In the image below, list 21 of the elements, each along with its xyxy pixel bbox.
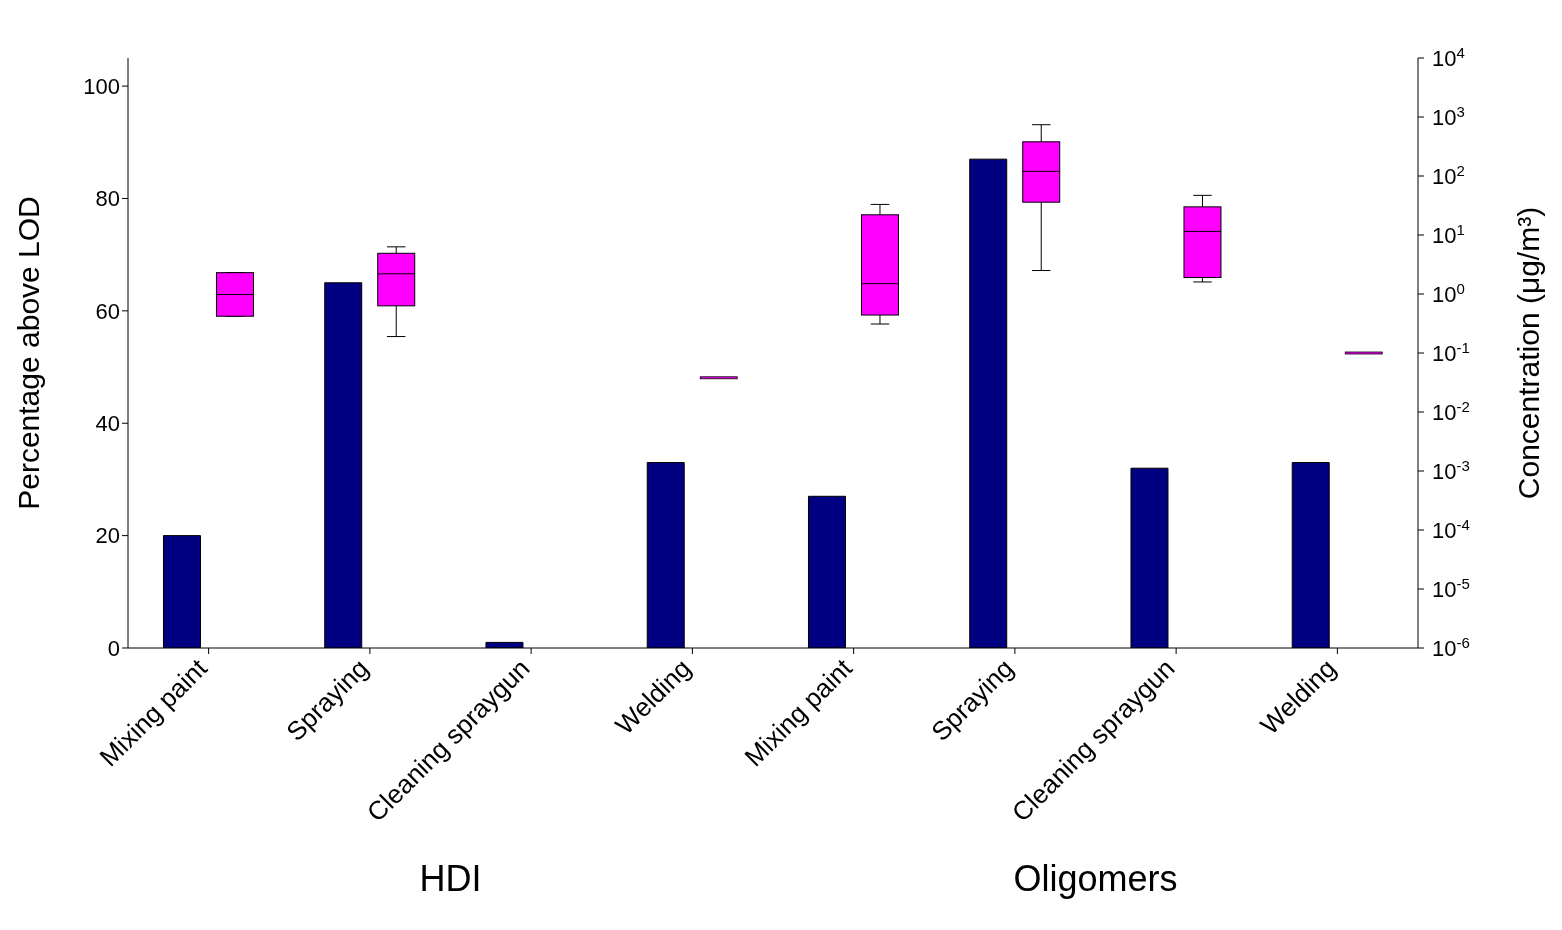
y2-tick-label: 10$^{-3}$ — [1432, 456, 1470, 484]
y2-tick-label: 10$^{-6}$ — [1432, 633, 1470, 661]
y2-tick-label: 10$^{1}$ — [1432, 220, 1465, 248]
y-tick-label: 100 — [83, 73, 120, 99]
y2-tick-label: 10$^{2}$ — [1432, 161, 1465, 189]
y2-tick-label: 10$^{-2}$ — [1432, 397, 1470, 425]
y-axis-title: Percentage above LOD — [11, 196, 45, 510]
y-tick-label: 80 — [95, 186, 120, 212]
text: Oligomers — [1012, 858, 1179, 900]
y2-axis-title: Concentration (μg/m³) — [1511, 206, 1545, 500]
y-tick-label: 60 — [95, 298, 120, 324]
y2-tick-label: 10$^{-1}$ — [1432, 338, 1470, 366]
y2-tick-label: 10$^{3}$ — [1432, 102, 1465, 130]
y2-tick-label: 10$^{-4}$ — [1432, 515, 1470, 543]
y-tick-label: 0 — [107, 635, 120, 661]
y-tick-label: 40 — [95, 411, 120, 437]
text: HDI — [418, 858, 483, 900]
y2-tick-label: 10$^{-5}$ — [1432, 574, 1470, 602]
y-tick-label: 20 — [95, 523, 120, 549]
y2-tick-label: 10$^{0}$ — [1432, 279, 1465, 307]
y2-tick-label: 10$^{4}$ — [1432, 43, 1465, 71]
